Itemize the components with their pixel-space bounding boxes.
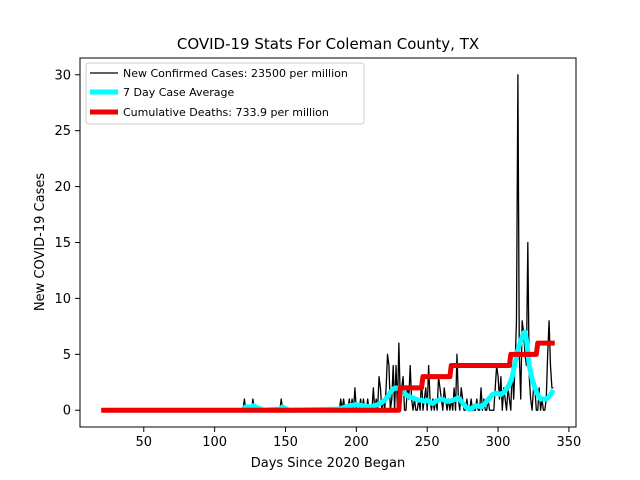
series-layer [101, 74, 556, 413]
x-axis-label: Days Since 2020 Began [251, 456, 406, 471]
y-axis-label: New COVID-19 Cases [33, 173, 48, 311]
x-tick-label-350: 350 [557, 435, 582, 450]
axes-layer: 50 100 150 200 250 300 350 0 5 10 15 20 25 30 [54, 68, 581, 450]
x-tick-label-300: 300 [486, 435, 511, 450]
y-tick-label-0: 0 [63, 404, 71, 419]
legend-label-cumulative-deaths: Cumulative Deaths: 733.9 per million [123, 106, 329, 119]
x-tick-label-250: 250 [415, 435, 440, 450]
y-tick-label-25: 25 [54, 124, 71, 139]
y-tick-label-20: 20 [54, 180, 71, 195]
y-tick-label-30: 30 [54, 68, 71, 83]
y-tick-label-10: 10 [54, 292, 71, 307]
legend-box [85, 62, 365, 125]
x-tick-label-150: 150 [273, 435, 298, 450]
x-tick-label-50: 50 [135, 435, 152, 450]
series-line-cumulative-deaths [101, 340, 555, 413]
legend-label-7day-average: 7 Day Case Average [123, 86, 235, 99]
x-tick-label-200: 200 [344, 435, 369, 450]
x-tick-label-100: 100 [202, 435, 227, 450]
chart-title: COVID-19 Stats For Coleman County, TX [177, 35, 479, 53]
y-tick-label-15: 15 [54, 236, 71, 251]
legend: New Confirmed Cases: 23500 per million 7… [85, 62, 365, 125]
y-tick-label-5: 5 [63, 348, 71, 363]
legend-label-new-cases: New Confirmed Cases: 23500 per million [123, 67, 348, 80]
